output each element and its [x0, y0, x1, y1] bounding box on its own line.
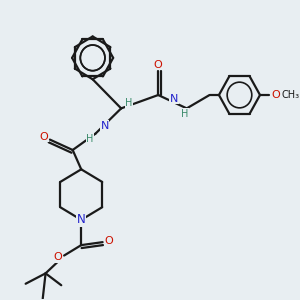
Text: H: H [86, 134, 94, 144]
Text: O: O [53, 252, 62, 262]
Text: N: N [100, 121, 109, 130]
Text: N: N [170, 94, 178, 104]
Text: N: N [77, 213, 85, 226]
Text: O: O [272, 90, 280, 100]
Text: O: O [154, 60, 163, 70]
Text: O: O [39, 132, 48, 142]
Text: O: O [104, 236, 113, 246]
Text: H: H [181, 109, 188, 119]
Text: CH₃: CH₃ [281, 90, 299, 100]
Text: H: H [125, 98, 133, 108]
